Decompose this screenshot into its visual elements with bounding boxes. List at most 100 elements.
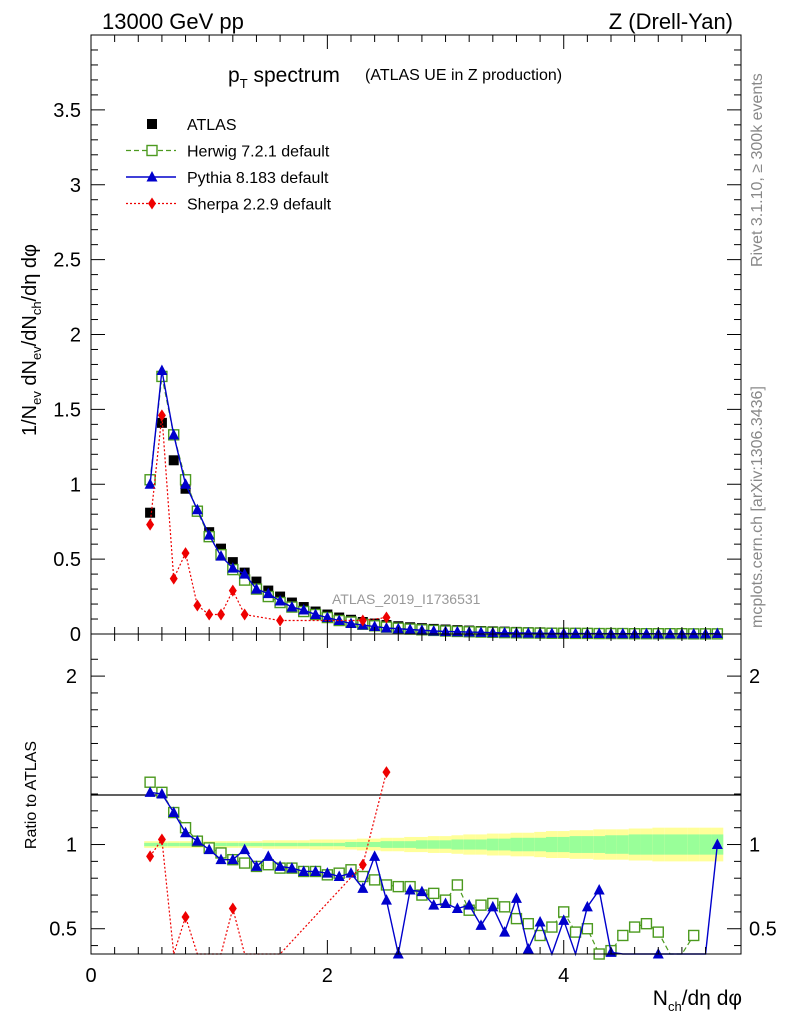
ratio-band-inner (534, 837, 546, 852)
main-sherpa-point (193, 599, 202, 612)
ratio-band-inner (510, 837, 523, 852)
ratio-pythia-point (144, 786, 156, 797)
ratio-herwig-point (617, 929, 629, 942)
mcplots-label: mcplots.cern.ch [arXiv:1306.3436] (749, 386, 766, 628)
ratio-y-tick-label: 0.5 (49, 919, 77, 941)
ratio-band-inner (463, 839, 476, 850)
ratio-band-inner (179, 842, 192, 847)
ratio-pythia-point (239, 843, 251, 855)
ratio-pythia-point (380, 894, 392, 905)
ratio-band-inner (628, 834, 641, 855)
ratio-frame (90, 633, 742, 955)
ratio-herwig-point (368, 874, 381, 886)
ratio-pythia-point (250, 860, 262, 871)
main-pythia-point (380, 622, 392, 633)
ratio-herwig-point (392, 880, 404, 893)
ratio-herwig-point (238, 857, 251, 869)
ratio-band-inner (356, 842, 369, 848)
ratio-pythia-point (180, 826, 192, 838)
main-pythia-point (298, 604, 310, 615)
ratio-y-tick-label: 1 (66, 835, 77, 857)
main-pythia-point (321, 611, 333, 623)
ratio-band-inner (404, 841, 416, 848)
main-sherpa-point (205, 608, 214, 621)
ratio-marks (144, 766, 723, 960)
main-pythia-point (546, 627, 558, 638)
header-left: 13000 GeV pp (102, 9, 244, 34)
main-x-ticks (90, 35, 707, 634)
main-sherpa-point (276, 614, 285, 627)
ratio-herwig-point (451, 879, 464, 891)
main-pythia-point (617, 627, 629, 639)
ratio-herwig-line (149, 781, 695, 955)
ratio-band-inner (557, 836, 570, 853)
ratio-pythia-point (522, 942, 534, 954)
ratio-sherpa-point (146, 850, 155, 863)
ratio-herwig-point (546, 921, 558, 933)
ratio-herwig-point (475, 899, 487, 911)
legend-marker-atlas (147, 119, 157, 129)
ratio-pythia-point (558, 914, 570, 925)
main-y-tick-label: 1.5 (53, 399, 81, 421)
main-sherpa-point (382, 611, 391, 624)
ratio-pythia-point (487, 900, 499, 912)
main-pythia-point (428, 625, 440, 636)
ratio-x-tick-label: 2 (322, 965, 333, 987)
ratio-band-inner (345, 842, 357, 848)
main-y-ticks: 0 0.5 1 1.5 2 2.5 3 3.5 (53, 49, 741, 646)
ratio-pythia-point (274, 860, 286, 871)
ratio-y-tick-label-right: 0.5 (749, 919, 777, 941)
ratio-band-inner (274, 842, 286, 847)
ratio-sherpa-point (358, 858, 367, 871)
main-pythia-point (227, 562, 239, 573)
ratio-pythia-point (440, 897, 452, 908)
ratio-pythia-point (357, 882, 369, 893)
ratio-x-tick-label: 4 (558, 965, 569, 987)
ratio-pythia-point (286, 862, 298, 873)
main-y-tick-label: 0.5 (53, 549, 81, 571)
ratio-pythia-point (581, 900, 593, 912)
legend-label-sherpa: Sherpa 2.2.9 default (187, 197, 332, 214)
ratio-band-inner (652, 834, 665, 855)
rivet-label: Rivet 3.1.10, ≥ 300k events (749, 73, 766, 267)
ratio-pythia-point (345, 867, 357, 878)
main-sherpa-line (149, 415, 387, 622)
ratio-panel: 0.5 0.5 1 1 2 2 0 2 4 Ratio to ATLAS (23, 633, 777, 987)
ratio-y-tick-label: 2 (66, 666, 77, 688)
ratio-y-tick-label-right: 1 (749, 835, 760, 857)
ratio-band-inner (581, 836, 594, 853)
ratio-pythia-point (333, 870, 345, 882)
main-pythia-point (369, 620, 381, 632)
main-pythia-point (286, 601, 298, 612)
main-pythia-point (156, 364, 168, 375)
ratio-herwig-point (652, 926, 664, 938)
ratio-y-label: Ratio to ATLAS (23, 741, 40, 849)
ratio-herwig-point (581, 923, 594, 935)
ratio-pythia-point (191, 835, 203, 846)
main-pythia-point (664, 627, 676, 639)
ratio-sherpa-point (157, 833, 166, 846)
ratio-band-inner (640, 834, 653, 855)
ratio-sherpa-point (382, 766, 391, 779)
main-pythia-point (711, 627, 723, 639)
ratio-band-inner (286, 842, 298, 847)
ratio-pythia-point (428, 899, 440, 910)
ratio-pythia-point (310, 865, 322, 876)
ratio-sherpa-line (149, 771, 388, 955)
main-pythia-point (522, 627, 534, 638)
x-axis-label: Nch/dη dφ (653, 987, 742, 1014)
ratio-herwig-point (569, 926, 582, 938)
ratio-band-inner (297, 842, 310, 847)
main-atlas-point (168, 455, 179, 466)
ratio-band-inner (569, 836, 582, 853)
main-pythia-point (191, 503, 203, 515)
ratio-band-inner (262, 842, 275, 847)
ratio-pythia-point (404, 884, 416, 895)
ratio-pythia-point (215, 853, 227, 865)
ratio-band-inner (664, 834, 676, 855)
ratio-pythia-point (416, 885, 428, 897)
main-y-tick-label: 3 (70, 175, 81, 197)
ratio-herwig-point (144, 776, 156, 788)
ratio-band-inner (699, 834, 712, 855)
